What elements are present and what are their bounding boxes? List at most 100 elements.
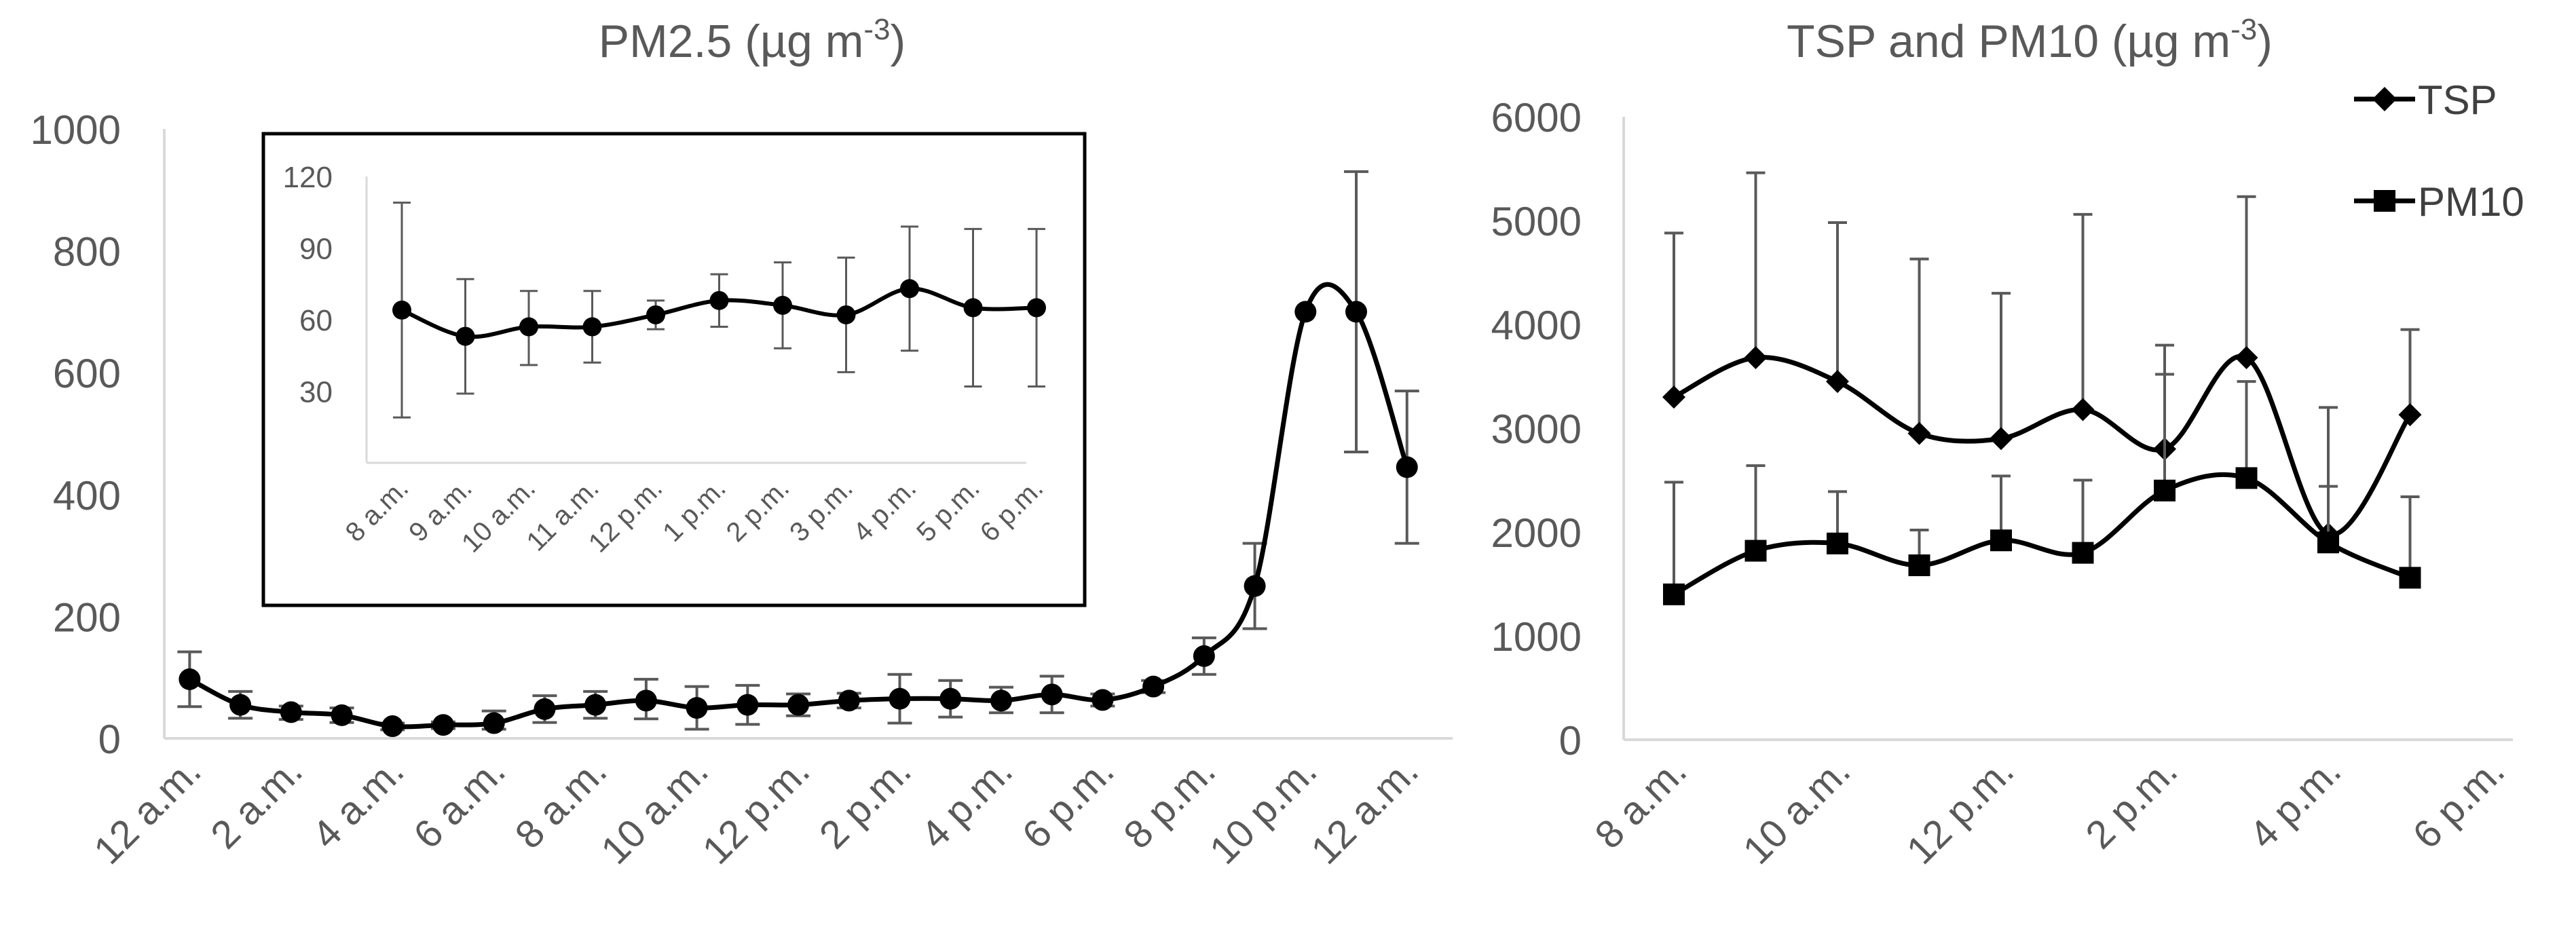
tsp-y-tick-label: 6000	[1491, 95, 1582, 140]
pm25-x-tick-label: 4 a.m.	[304, 749, 413, 857]
pm25-data-point	[584, 694, 607, 716]
legend-pm10-label: PM10	[2418, 179, 2524, 225]
tsp-data-point	[1744, 345, 1768, 369]
pm10-data-point	[2072, 542, 2094, 564]
tsp-x-tick-label: 12 p.m.	[1898, 749, 2022, 873]
pm10-data-point	[2154, 479, 2176, 502]
legend-item-tsp: TSP	[2354, 77, 2497, 123]
pm25-data-point	[179, 668, 201, 690]
pm25-data-point	[1142, 675, 1165, 698]
pm25-data-point	[331, 704, 353, 726]
pm10-data-point	[1990, 529, 2012, 552]
pm10-data-point	[1744, 540, 1767, 562]
pm10-data-point	[2317, 531, 2339, 554]
legend-tsp-marker	[2372, 87, 2397, 111]
pm25-data-point	[635, 690, 657, 712]
tsp-x-tick-label: 2 p.m.	[2077, 749, 2186, 857]
pm25-x-tick-label: 10 a.m.	[593, 749, 717, 873]
tsp-data-point	[2071, 398, 2095, 421]
pm10-series-line	[1673, 472, 2411, 597]
tsp-data-point	[2235, 345, 2258, 369]
tsp-x-tick-label: 8 a.m.	[1586, 749, 1695, 857]
tsp-pm10-title: TSP and PM10 (µg m-3)	[1787, 13, 2273, 67]
legend-tsp-label: TSP	[2418, 77, 2497, 123]
inset-series	[392, 202, 1046, 419]
inset-data-point	[900, 279, 919, 299]
inset-y-tick-label: 60	[299, 304, 333, 337]
inset-data-point	[646, 305, 665, 324]
tsp-data-point	[1990, 427, 2013, 451]
pm25-y-tick-label: 800	[53, 229, 121, 275]
inset-data-point	[455, 326, 475, 346]
pm25-y-tick-label: 200	[53, 594, 121, 640]
inset-y-tick-label: 30	[299, 376, 333, 409]
pm25-x-tick-label: 12 p.m.	[694, 749, 819, 873]
pm25-x-tick-label: 2 p.m.	[811, 749, 920, 857]
inset-frame	[261, 132, 1087, 607]
tsp-data-point	[1662, 385, 1685, 409]
pm10-data-point	[1827, 532, 1848, 554]
pm25-y-tick-label: 1000	[31, 107, 121, 153]
tsp-y-tick-label: 1000	[1491, 614, 1582, 660]
legend-item-pm10: PM10	[2354, 179, 2524, 225]
pm25-data-point	[1041, 683, 1063, 706]
pm25-x-tick-label: 6 p.m.	[1014, 749, 1123, 857]
pm25-data-point	[1345, 301, 1368, 323]
tsp-y-tick-label: 5000	[1491, 199, 1582, 244]
tsp-data-point	[1907, 421, 1931, 445]
inset-data-point	[582, 317, 602, 337]
inset-y-tick-label: 120	[283, 161, 333, 194]
tsp-y-tick-label: 0	[1559, 718, 1582, 763]
tsp-data-point	[2398, 403, 2422, 427]
tsp-legend: TSP PM10	[2354, 77, 2524, 225]
pm25-y-tick-label: 0	[98, 717, 121, 762]
tsp-data-point	[1826, 370, 1849, 394]
pm25-data-point	[1294, 301, 1317, 323]
pm25-data-point	[889, 687, 911, 710]
tsp-y-tick-label: 4000	[1491, 303, 1582, 348]
pm25-x-tick-label: 6 a.m.	[405, 749, 514, 857]
pm25-y-tick-label: 600	[53, 351, 121, 396]
pm25-data-point	[432, 714, 454, 736]
legend-pm10-marker	[2374, 190, 2395, 212]
pm25-data-point	[1244, 575, 1266, 597]
tsp-x-tick-label: 10 a.m.	[1734, 749, 1859, 873]
pm25-data-point	[381, 715, 404, 738]
pm25-data-point	[280, 701, 302, 723]
inset-data-point	[519, 317, 538, 337]
pm25-data-point	[736, 694, 759, 716]
inset-data-point	[1027, 298, 1046, 318]
pm25-data-point	[1091, 689, 1114, 711]
pm25-data-point	[787, 694, 810, 716]
pm25-y-tick-label: 400	[53, 473, 121, 518]
pm25-data-point	[939, 687, 962, 710]
pm25-data-point	[229, 694, 252, 716]
pm10-data-point	[1908, 554, 1930, 576]
inset-data-point	[836, 305, 856, 324]
pm25-data-point	[483, 712, 505, 734]
tsp-series-line	[1673, 354, 2412, 537]
tsp-y-ticks: 0 1000 2000 3000 4000 5000 6000	[1491, 95, 1582, 763]
pm25-series	[177, 170, 1419, 738]
tsp-x-tick-label: 6 p.m.	[2404, 749, 2513, 857]
pm10-data-point	[1663, 583, 1685, 605]
pm25-title: PM2.5 (µg m-3)	[599, 13, 906, 67]
pm25-chart: PM2.5 (µg m-3) 0 200 400 600 800 1000 12 a.m.…	[31, 13, 1453, 873]
inset-y-ticks: 30 60 90 120	[283, 161, 333, 409]
pm25-data-point	[1193, 645, 1215, 667]
pm25-x-tick-label: 12 a.m.	[1303, 749, 1427, 873]
pm25-data-point	[686, 697, 708, 719]
inset-y-tick-label: 90	[299, 233, 333, 266]
pm25-data-point	[838, 690, 860, 712]
inset-data-point	[963, 298, 983, 318]
pm25-y-ticks: 0 200 400 600 800 1000	[31, 107, 121, 762]
pm10-data-point	[2235, 467, 2258, 489]
tsp-y-tick-label: 2000	[1491, 510, 1582, 556]
pm25-x-tick-label: 12 a.m.	[86, 749, 210, 873]
tsp-series	[1662, 171, 2422, 605]
inset-data-point	[392, 300, 411, 320]
pm10-data-point	[2399, 567, 2421, 589]
pm25-x-tick-label: 4 p.m.	[912, 749, 1021, 857]
